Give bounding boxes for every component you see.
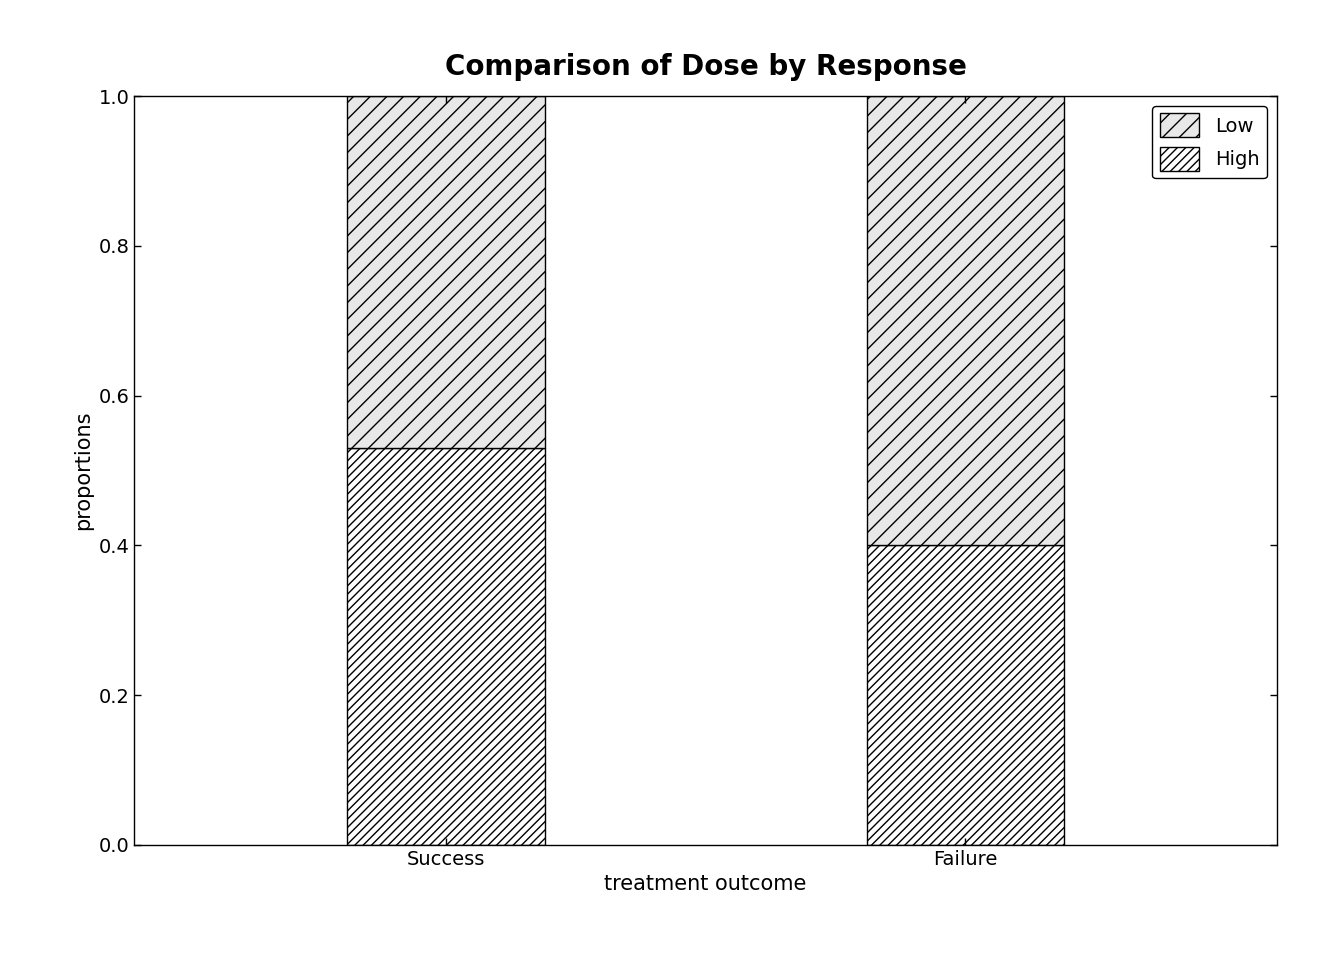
Title: Comparison of Dose by Response: Comparison of Dose by Response — [445, 53, 966, 82]
Y-axis label: proportions: proportions — [73, 411, 93, 530]
Bar — [867, 545, 1064, 845]
Bar — [867, 96, 1064, 545]
Legend: Low, High: Low, High — [1152, 106, 1267, 179]
Bar — [347, 96, 544, 448]
X-axis label: treatment outcome: treatment outcome — [605, 875, 806, 894]
Bar — [347, 448, 544, 845]
